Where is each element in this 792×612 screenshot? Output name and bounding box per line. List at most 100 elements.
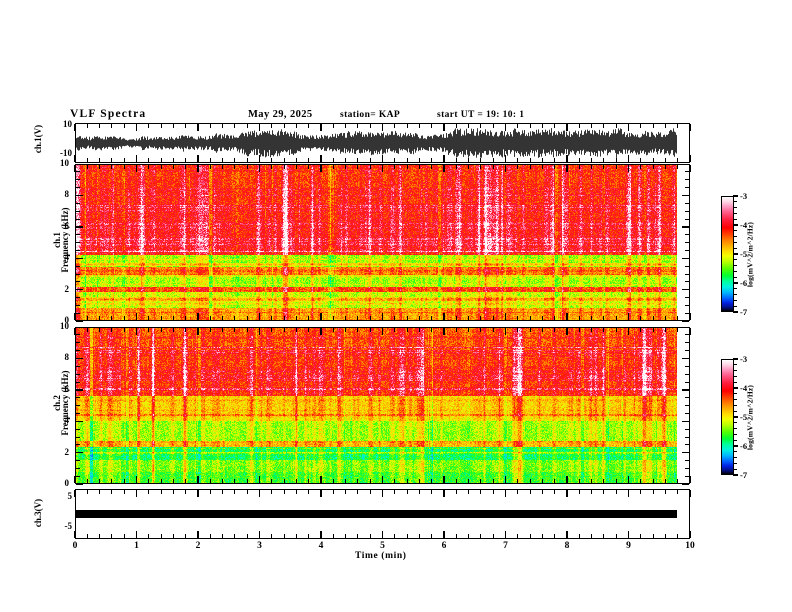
axis-tick — [664, 534, 666, 538]
axis-tick — [172, 158, 174, 162]
axis-tick — [652, 534, 654, 538]
station-label: station= KAP — [340, 110, 401, 120]
axis-tick — [480, 165, 482, 169]
axis-tick — [443, 490, 445, 497]
axis-tick — [381, 328, 384, 335]
axis-tick — [86, 124, 88, 128]
xtick-1: 1 — [134, 541, 139, 551]
axis-tick — [734, 305, 737, 307]
axis-tick — [603, 124, 605, 128]
axis-tick — [76, 326, 83, 328]
axis-tick — [135, 124, 138, 131]
axis-tick — [685, 397, 689, 399]
axis-tick — [76, 405, 80, 407]
axis-tick — [76, 452, 83, 454]
axis-tick — [271, 534, 273, 538]
axis-tick — [615, 328, 617, 332]
axis-tick — [603, 479, 605, 483]
axis-tick — [734, 294, 737, 296]
axis-tick — [664, 479, 666, 483]
axis-tick — [76, 257, 83, 260]
ch2-ytick-0: 0 — [64, 478, 70, 488]
axis-tick — [135, 476, 138, 483]
axis-tick — [685, 312, 689, 314]
axis-tick — [234, 316, 236, 320]
axis-tick — [443, 531, 445, 538]
axis-tick — [685, 475, 689, 477]
axis-tick — [148, 490, 150, 494]
axis-tick — [468, 158, 470, 162]
axis-tick — [733, 445, 738, 447]
axis-tick — [578, 124, 580, 128]
axis-tick — [172, 479, 174, 483]
axis-tick — [160, 534, 162, 538]
axis-tick — [685, 281, 689, 283]
axis-tick — [603, 316, 605, 320]
axis-tick — [74, 328, 76, 335]
xtick-10: 10 — [685, 541, 695, 551]
axis-tick — [640, 490, 642, 494]
axis-tick — [603, 165, 605, 169]
axis-tick — [394, 479, 396, 483]
axis-tick — [99, 328, 101, 332]
axis-tick — [431, 490, 433, 494]
axis-tick — [381, 313, 384, 320]
axis-tick — [443, 313, 445, 320]
xtick-5: 5 — [380, 541, 385, 551]
axis-tick — [566, 313, 568, 320]
axis-tick — [246, 316, 248, 320]
axis-tick — [381, 531, 384, 538]
axis-tick — [234, 124, 236, 128]
axis-tick — [160, 490, 162, 494]
axis-tick — [431, 534, 433, 538]
axis-tick — [76, 218, 80, 220]
axis-tick — [345, 534, 347, 538]
axis-tick — [111, 479, 113, 483]
axis-tick — [369, 124, 371, 128]
axis-tick — [357, 328, 359, 332]
axis-tick — [76, 297, 80, 299]
axis-tick — [529, 534, 531, 538]
axis-tick — [345, 124, 347, 128]
axis-tick — [160, 479, 162, 483]
axis-tick — [111, 490, 113, 494]
axis-tick — [369, 165, 371, 169]
axis-tick — [689, 155, 691, 162]
xtick-6: 6 — [441, 541, 447, 551]
axis-tick — [541, 490, 543, 494]
ch1-ytick-10: 10 — [63, 119, 72, 129]
axis-tick — [682, 357, 689, 360]
axis-tick — [209, 158, 211, 162]
ch1-ytick-10: 10 — [60, 158, 69, 168]
axis-tick — [135, 328, 138, 335]
axis-tick — [682, 257, 689, 260]
axis-tick — [591, 124, 593, 128]
axis-tick — [76, 420, 83, 423]
axis-tick — [734, 364, 737, 366]
axis-tick — [640, 328, 642, 332]
axis-tick — [480, 124, 482, 128]
axis-tick — [480, 316, 482, 320]
axis-tick — [258, 328, 261, 335]
colorbar-ch2-tick-neg7: -7 — [740, 470, 748, 480]
axis-tick — [734, 247, 737, 249]
axis-tick — [308, 490, 310, 494]
axis-tick — [258, 313, 261, 320]
axis-tick — [295, 158, 297, 162]
axis-tick — [627, 313, 630, 320]
axis-tick — [283, 124, 285, 128]
axis-tick — [682, 389, 689, 391]
axis-tick — [591, 316, 593, 320]
axis-tick — [76, 304, 80, 306]
axis-tick — [541, 479, 543, 483]
axis-tick — [504, 155, 507, 162]
axis-tick — [222, 158, 224, 162]
axis-tick — [271, 490, 273, 494]
axis-tick — [733, 253, 738, 255]
axis-tick — [685, 171, 689, 173]
axis-tick — [517, 165, 519, 169]
axis-tick — [554, 534, 556, 538]
axis-tick — [76, 242, 80, 244]
axis-tick — [99, 165, 101, 169]
axis-tick — [664, 124, 666, 128]
